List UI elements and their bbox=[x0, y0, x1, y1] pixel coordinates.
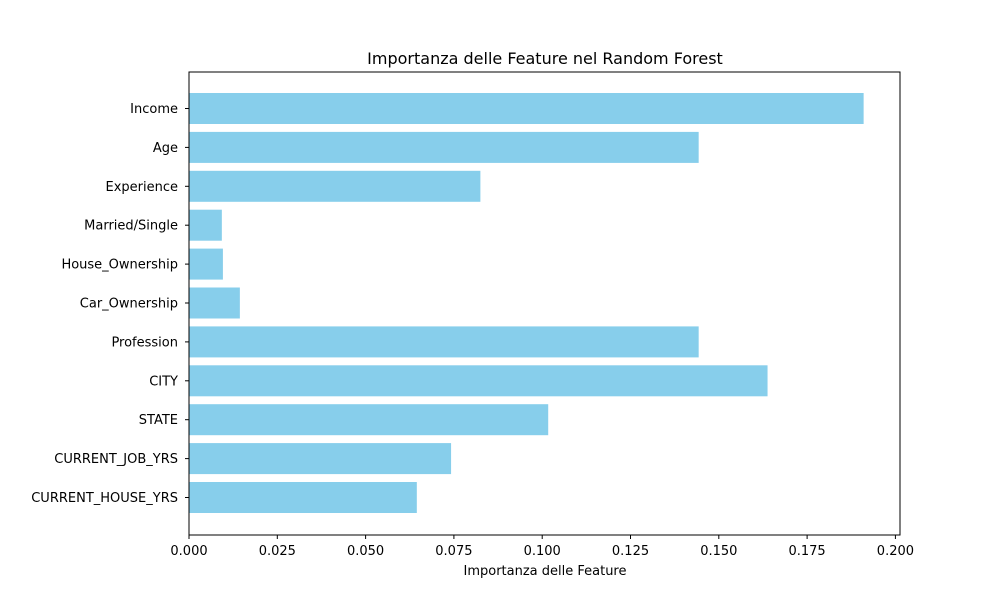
y-tick-label-current-house-yrs: CURRENT_HOUSE_YRS bbox=[31, 491, 178, 506]
x-tick-label-0: 0.000 bbox=[170, 544, 207, 559]
bar-current-house-yrs bbox=[189, 482, 417, 513]
x-tick-label-2: 0.050 bbox=[347, 544, 384, 559]
y-tick-label-experience: Experience bbox=[106, 180, 179, 195]
x-axis: 0.000 0.025 0.050 0.075 0.100 0.125 0.150 0.175… bbox=[170, 535, 914, 559]
x-tick-label-5: 0.125 bbox=[612, 544, 649, 559]
y-tick-label-profession: Profession bbox=[111, 335, 178, 350]
bar-car-ownership bbox=[189, 287, 240, 319]
y-tick-label-city: CITY bbox=[149, 374, 178, 389]
x-tick-label-3: 0.075 bbox=[435, 544, 472, 559]
y-tick-label-married-single: Married/Single bbox=[84, 219, 178, 234]
bar-income bbox=[189, 93, 864, 124]
bar-city bbox=[189, 365, 768, 397]
y-tick-label-state: STATE bbox=[139, 413, 178, 428]
x-tick-label-4: 0.100 bbox=[524, 544, 561, 559]
bar-house-ownership bbox=[189, 248, 223, 280]
bar-age bbox=[189, 131, 699, 163]
y-tick-label-current-job-yrs: CURRENT_JOB_YRS bbox=[54, 452, 178, 467]
bars-group bbox=[189, 93, 864, 513]
chart-title: Importanza delle Feature nel Random Fore… bbox=[367, 49, 723, 68]
y-tick-label-car-ownership: Car_Ownership bbox=[80, 297, 178, 312]
bar-current-job-yrs bbox=[189, 443, 452, 475]
bar-state bbox=[189, 404, 549, 436]
x-tick-label-1: 0.025 bbox=[259, 544, 296, 559]
bar-experience bbox=[189, 170, 481, 202]
plot-frame bbox=[188, 71, 901, 536]
x-tick-label-7: 0.175 bbox=[788, 544, 825, 559]
y-axis: Income Age Experience Married/Single House_O… bbox=[31, 102, 189, 506]
x-tick-label-6: 0.150 bbox=[700, 544, 737, 559]
x-axis-label: Importanza delle Feature bbox=[463, 564, 626, 579]
bar-profession bbox=[189, 326, 699, 358]
bar-married-single bbox=[189, 209, 222, 241]
y-tick-label-income: Income bbox=[130, 102, 178, 117]
y-tick-label-house-ownership: House_Ownership bbox=[61, 258, 178, 273]
y-tick-label-age: Age bbox=[153, 141, 178, 156]
x-tick-label-8: 0.200 bbox=[877, 544, 914, 559]
